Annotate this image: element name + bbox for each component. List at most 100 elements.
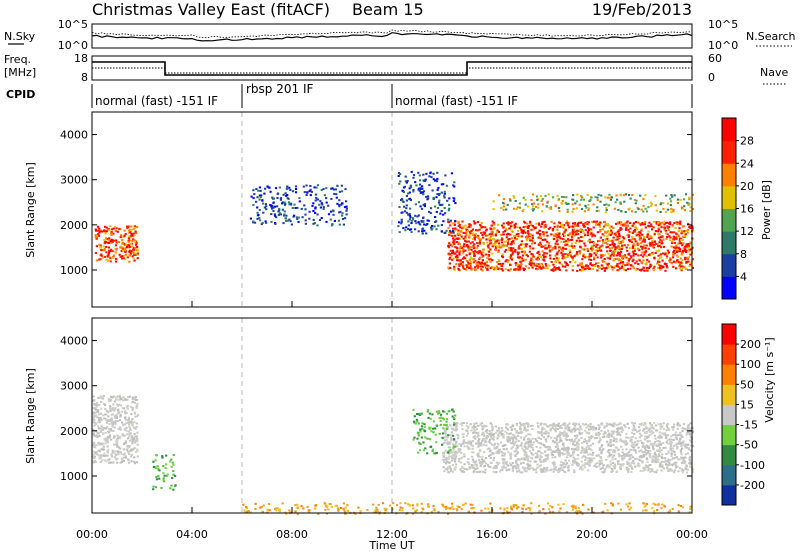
echo-cell: [401, 198, 403, 200]
echo-cell: [449, 230, 451, 232]
echo-cell: [389, 505, 391, 507]
echo-cell: [527, 507, 529, 509]
echo-cell: [580, 199, 582, 201]
echo-cell: [315, 504, 317, 506]
echo-cell: [114, 456, 116, 458]
echo-cell: [562, 250, 564, 252]
echo-cell: [446, 457, 448, 459]
echo-cell: [665, 447, 667, 449]
echo-cell: [580, 246, 582, 248]
echo-cell: [503, 458, 505, 460]
echo-cell: [460, 452, 462, 454]
echo-cell: [672, 429, 674, 431]
echo-cell: [464, 236, 466, 238]
echo-cell: [266, 509, 268, 511]
echo-cell: [688, 197, 690, 199]
echo-cell: [629, 228, 631, 230]
echo-cell: [283, 194, 285, 196]
echo-cell: [565, 248, 567, 250]
echo-cell: [532, 194, 534, 196]
echo-cell: [668, 252, 670, 254]
echo-cell: [407, 228, 409, 230]
echo-cell: [635, 452, 637, 454]
echo-cell: [484, 471, 486, 473]
echo-cell: [579, 252, 581, 254]
echo-cell: [313, 219, 315, 221]
echo-cell: [507, 259, 509, 261]
echo-cell: [572, 203, 574, 205]
echo-cell: [537, 268, 539, 270]
echo-cell: [652, 460, 654, 462]
echo-cell: [441, 224, 443, 226]
echo-cell: [624, 455, 626, 457]
echo-cell: [635, 211, 637, 213]
echo-cell: [556, 437, 558, 439]
echo-cell: [653, 510, 655, 512]
echo-cell: [337, 510, 339, 512]
echo-cell: [470, 261, 472, 263]
echo-cell: [122, 396, 124, 398]
echo-cell: [673, 238, 675, 240]
echo-cell: [473, 452, 475, 454]
echo-cell: [627, 229, 629, 231]
echo-cell: [493, 457, 495, 459]
echo-cell: [641, 209, 643, 211]
echo-cell: [414, 510, 416, 512]
echo-cell: [610, 199, 612, 201]
echo-cell: [610, 449, 612, 451]
echo-cell: [482, 251, 484, 253]
echo-cell: [135, 242, 137, 244]
echo-cell: [93, 399, 95, 401]
echo-cell: [478, 439, 480, 441]
colorbar-tick-label: 12: [740, 225, 754, 238]
echo-cell: [680, 505, 682, 507]
echo-cell: [534, 242, 536, 244]
echo-cell: [113, 395, 115, 397]
colorbar-swatch: [722, 254, 736, 277]
echo-cell: [592, 443, 594, 445]
echo-cell: [523, 251, 525, 253]
echo-cell: [272, 207, 274, 209]
echo-cell: [672, 253, 674, 255]
echo-cell: [114, 450, 116, 452]
date-title: 19/Feb/2013: [592, 0, 692, 19]
echo-cell: [448, 204, 450, 206]
echo-cell: [681, 232, 683, 234]
echo-cell: [128, 433, 130, 435]
echo-cell: [461, 508, 463, 510]
echo-cell: [454, 468, 456, 470]
echo-cell: [421, 230, 423, 232]
echo-cell: [534, 227, 536, 229]
echo-cell: [674, 242, 676, 244]
echo-cell: [329, 503, 331, 505]
echo-cell: [162, 472, 164, 474]
echo-cell: [580, 437, 582, 439]
echo-cell: [605, 211, 607, 213]
echo-cell: [599, 449, 601, 451]
echo-cell: [100, 443, 102, 445]
echo-cell: [462, 252, 464, 254]
echo-cell: [255, 188, 257, 190]
echo-cell: [92, 419, 94, 421]
power-colorbar-label: Power [dB]: [760, 180, 773, 240]
echo-cell: [559, 468, 561, 470]
echo-cell: [134, 433, 136, 435]
echo-cell: [259, 507, 261, 509]
echo-cell: [611, 196, 613, 198]
echo-cell: [640, 450, 642, 452]
echo-cell: [110, 260, 112, 262]
echo-cell: [133, 461, 135, 463]
echo-cell: [532, 454, 534, 456]
echo-cell: [449, 257, 451, 259]
echo-cell: [576, 251, 578, 253]
echo-cell: [616, 269, 618, 271]
echo-cell: [654, 233, 656, 235]
echo-cell: [593, 465, 595, 467]
echo-cell: [575, 233, 577, 235]
echo-cell: [554, 437, 556, 439]
echo-cell: [597, 265, 599, 267]
echo-cell: [600, 468, 602, 470]
echo-cell: [572, 265, 574, 267]
echo-cell: [315, 187, 317, 189]
echo-cell: [523, 439, 525, 441]
